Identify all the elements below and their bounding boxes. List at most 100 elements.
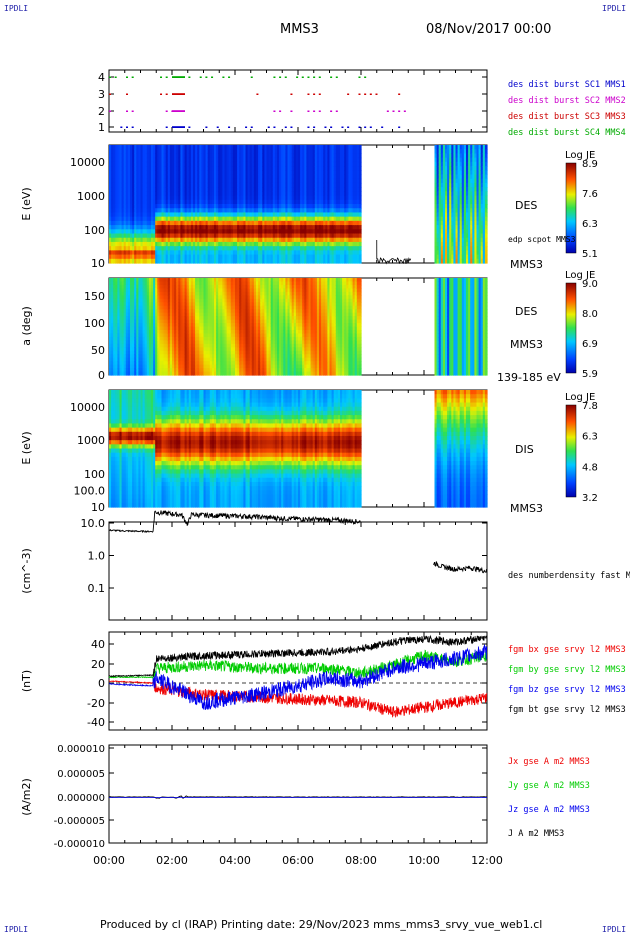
spectrogram-cell — [235, 145, 238, 150]
spectrogram-cell — [132, 149, 135, 155]
spectrogram-cell — [111, 258, 114, 264]
spectrogram-cell — [111, 191, 114, 197]
spectrogram-cell — [182, 166, 186, 171]
spectrogram-cell — [127, 195, 131, 201]
spectrogram-cell — [121, 233, 125, 239]
spectrogram-cell — [111, 225, 114, 230]
spectrogram-cell — [182, 170, 186, 176]
spectrogram-cell — [188, 258, 192, 264]
series-label: fgm bx gse srvy l2 MMS3 — [508, 645, 626, 655]
spectrogram-cell — [130, 199, 133, 205]
spectrogram-cell — [201, 208, 205, 214]
spectrogram-cell — [161, 212, 165, 218]
spectrogram-cell — [144, 212, 148, 218]
spectrogram-cell — [205, 212, 209, 218]
spectrogram-cell — [136, 254, 139, 260]
corner-tag-top-left: IPDLI — [4, 4, 29, 13]
spectrogram-cell — [140, 225, 144, 230]
spectrogram-cell — [218, 145, 221, 150]
spectrogram-cell — [174, 208, 177, 214]
spectrogram-cell — [226, 212, 230, 218]
spectrogram-cell — [484, 195, 488, 201]
spectrogram-cell — [484, 246, 488, 251]
spectrogram-cell — [140, 254, 144, 260]
spectrogram-cell — [165, 182, 169, 188]
spectrogram-cell — [148, 149, 152, 155]
spectrogram-cell — [226, 204, 230, 209]
spectrogram-cell — [184, 170, 188, 176]
spectrogram-cell — [243, 161, 247, 167]
spectrogram-cell — [484, 216, 488, 222]
burst-mark — [250, 76, 253, 78]
spectrogram-cell — [115, 145, 118, 150]
y-tick-label: 3 — [98, 88, 105, 101]
spectrogram-cell — [155, 182, 158, 188]
spectrogram-cell — [109, 254, 112, 260]
spectrogram-cell — [199, 237, 202, 243]
spectrogram-cell — [484, 149, 488, 155]
spectrogram-cell — [138, 157, 142, 163]
spectrogram-cell — [237, 182, 240, 188]
spectrogram-cell — [230, 187, 234, 192]
y-axis-label: E (eV) — [20, 431, 33, 464]
burst-mark — [199, 76, 202, 78]
spectrogram-cell — [161, 220, 165, 226]
spectrogram-cell — [222, 216, 226, 222]
spectrogram-cell — [132, 174, 135, 180]
spectrogram-cell — [197, 229, 200, 235]
spectrogram-cell — [117, 250, 121, 256]
spectrogram-cell — [157, 220, 160, 226]
colorbar-tick: 9.0 — [582, 279, 598, 290]
spectrogram-cell — [178, 250, 181, 256]
spectrogram-cell — [197, 220, 200, 226]
spectrogram-cell — [222, 212, 226, 218]
spectrogram-cell — [232, 149, 236, 155]
y-tick-label: 0.000000 — [57, 793, 105, 804]
spectrogram-cell — [111, 212, 114, 218]
spectrogram-cell — [121, 241, 125, 247]
spectrogram-cell — [161, 254, 165, 260]
spectrogram-cell — [174, 182, 177, 188]
spectrogram-cell — [228, 182, 232, 188]
spectrogram-cell — [243, 233, 247, 239]
spectrogram-cell — [218, 187, 221, 192]
spectrogram-cell — [113, 191, 116, 197]
spectrogram-cell — [172, 225, 175, 230]
spectrogram-cell — [178, 208, 181, 214]
spectrogram-cell — [197, 178, 200, 184]
spectrogram-cell — [184, 241, 188, 247]
colorbar — [565, 404, 577, 498]
spectrogram-cell — [117, 237, 121, 243]
spectrogram-cell — [235, 208, 238, 214]
spectrogram-cell — [127, 233, 131, 239]
spectrogram-cell — [130, 250, 133, 256]
spectrogram-cell — [180, 216, 184, 222]
spectrogram-cell — [180, 199, 184, 205]
spectrogram-cell — [211, 182, 215, 188]
spectrogram-cell — [203, 174, 207, 180]
spectrogram-cell — [243, 225, 247, 230]
spectrogram-cell — [484, 174, 488, 180]
spectrogram-cell — [167, 166, 171, 171]
spectrogram-cell — [163, 250, 167, 256]
spectrogram-cell — [237, 166, 240, 171]
series-label: fgm bz gse srvy l2 MMS3 — [508, 685, 626, 695]
spectrogram-cell — [121, 178, 125, 184]
spectrogram-cell — [239, 153, 242, 159]
spectrogram-cell — [182, 229, 186, 235]
y-axis-label: (cm^-3) — [20, 548, 33, 594]
spectrogram-cell — [182, 187, 186, 192]
spectrogram-cell — [228, 229, 232, 235]
spectrogram-cell — [239, 170, 242, 176]
spectrogram-cell — [230, 241, 234, 247]
spectrogram-cell — [146, 241, 150, 247]
spectrogram-cell — [132, 187, 135, 192]
spectrogram-cell — [144, 195, 148, 201]
spectrogram-cell — [134, 241, 137, 247]
spectrogram-cell — [226, 229, 230, 235]
burst-mark — [392, 110, 395, 112]
spectrogram-cell — [155, 174, 158, 180]
spectrogram-cell — [148, 174, 152, 180]
spectrogram-cell — [115, 161, 118, 167]
spectrogram-cell — [123, 199, 127, 205]
